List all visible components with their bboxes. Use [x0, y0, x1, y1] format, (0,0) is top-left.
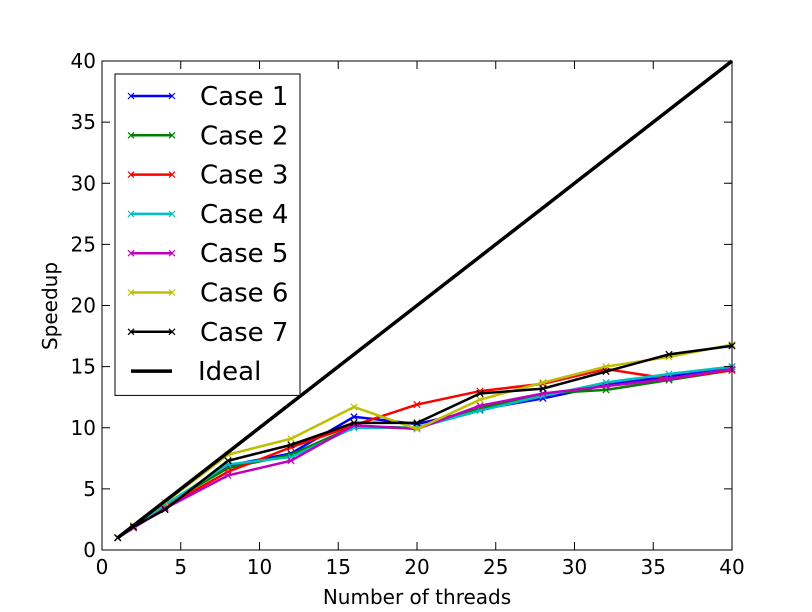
- ticks-layer: 0 5 10 15 20 25 30 35 40 0 5 10 15 20 25 30 35 40: [71, 49, 745, 579]
- series-line-case-7: [117, 344, 733, 539]
- legend-marker-case-7: [127, 328, 135, 336]
- data-point-case-7: [539, 385, 547, 393]
- x-tick-label: 0: [96, 555, 109, 579]
- data-point-case-7: [602, 367, 610, 376]
- legend-marker-case-4: [168, 210, 176, 218]
- x-tick-label: 5: [174, 555, 187, 579]
- y-tick-label: 40: [71, 49, 96, 73]
- legend-marker-case-6: [168, 289, 176, 296]
- y-tick-label: 10: [71, 416, 96, 440]
- data-point-case-5: [287, 457, 295, 465]
- x-tick-label: 10: [247, 555, 272, 579]
- x-tick-label: 25: [483, 555, 508, 579]
- data-point-case-5: [224, 471, 232, 480]
- legend-marker-case-7: [168, 328, 176, 336]
- data-point-case-3: [413, 400, 421, 409]
- data-point-case-7: [161, 506, 169, 514]
- y-tick-label: 0: [83, 538, 96, 562]
- data-point-case-1: [350, 413, 358, 421]
- legend-marker-case-2: [127, 131, 135, 139]
- y-tick-label: 35: [71, 110, 96, 134]
- legend-label-case-4: Case 4: [200, 200, 288, 230]
- legend-label-case-6: Case 6: [200, 279, 288, 309]
- legend-marker-case-5: [168, 249, 176, 257]
- x-tick-label: 15: [326, 555, 351, 579]
- data-point-case-7: [665, 350, 673, 359]
- legend-label-case-3: Case 3: [200, 161, 288, 191]
- y-axis-label: Speedup: [38, 262, 62, 350]
- x-tick-label: 30: [562, 555, 587, 579]
- y-tick-label: 25: [71, 232, 96, 256]
- series-line-ideal: [116, 59, 734, 540]
- data-point-case-5: [476, 402, 484, 410]
- legend-marker-case-4: [127, 210, 135, 218]
- legend-marker-case-3: [127, 171, 135, 179]
- data-point-case-5: [665, 375, 673, 383]
- legend-label-ideal: Ideal: [198, 357, 261, 387]
- y-tick-label: 15: [71, 355, 96, 379]
- legend-marker-case-1: [127, 92, 135, 100]
- legend-label-case-1: Case 1: [200, 82, 288, 112]
- x-tick-label: 35: [641, 555, 666, 579]
- data-point-case-7: [287, 441, 295, 449]
- x-axis-label: Number of threads: [323, 585, 511, 609]
- x-tick-label: 40: [719, 555, 744, 579]
- legend-marker-case-3: [168, 171, 176, 179]
- legend-marker-case-6: [127, 289, 135, 296]
- y-tick-label: 30: [71, 171, 96, 195]
- data-point-case-6: [476, 396, 484, 404]
- data-point-case-7: [350, 419, 358, 427]
- legend-label-case-7: Case 7: [200, 318, 288, 348]
- legend-marker-case-5: [127, 249, 135, 257]
- legend-box: [114, 73, 301, 396]
- data-point-case-6: [287, 435, 295, 443]
- data-point-case-6: [413, 425, 421, 433]
- legend-label-case-2: Case 2: [200, 121, 288, 151]
- series-layer: [114, 59, 736, 542]
- legend-label-case-5: Case 5: [200, 239, 288, 269]
- y-tick-label: 5: [83, 477, 96, 501]
- data-point-case-6: [539, 378, 547, 387]
- legend-marker-case-2: [168, 131, 176, 139]
- data-point-case-7: [413, 419, 421, 427]
- data-point-case-5: [602, 382, 610, 390]
- data-point-case-7: [224, 457, 232, 465]
- legend-marker-case-1: [168, 92, 176, 100]
- y-tick-label: 20: [71, 294, 96, 318]
- legend: Case 1 Case 2 Case 3 Case 4 Case 5 Case 6 Case…: [114, 73, 301, 396]
- data-point-case-6: [350, 403, 358, 411]
- x-tick-label: 20: [404, 555, 429, 579]
- data-point-case-7: [476, 389, 484, 398]
